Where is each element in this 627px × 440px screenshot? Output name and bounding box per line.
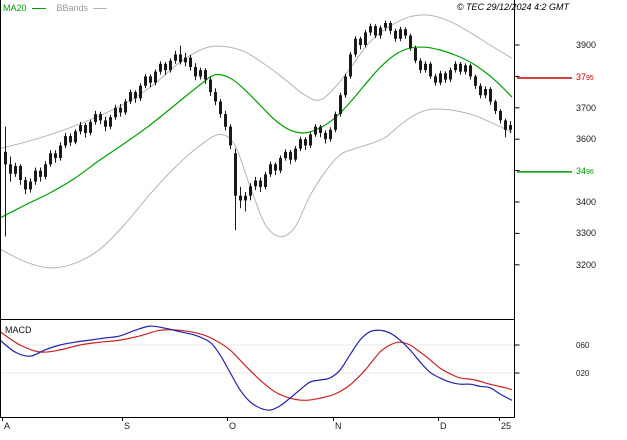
time-axis-label: A — [4, 421, 11, 431]
price-axis-label: 3200 — [576, 259, 597, 270]
macd-line — [1, 325, 513, 411]
ma20-legend-label: MA20 — [3, 3, 27, 13]
candlesticks — [4, 20, 512, 237]
bbands-legend-label: BBands — [56, 3, 89, 13]
macd-axis-label: 020 — [576, 369, 590, 378]
chart-legend: MA20 BBands — [3, 3, 113, 13]
macd-axis-label: 060 — [576, 341, 590, 350]
price-axis-label: 3700 — [576, 102, 597, 113]
time-axis-label: 25 — [501, 421, 512, 431]
resistance-price-label: 3795 — [576, 72, 594, 84]
macd-signal-line — [1, 329, 513, 401]
resistance-price-main: 37 — [576, 72, 587, 83]
price-axis-label: 3900 — [576, 40, 597, 50]
resistance-price-cents: 95 — [586, 75, 594, 83]
time-axis-label: S — [124, 421, 131, 431]
support-price-main: 34 — [576, 166, 587, 177]
ma20-line — [1, 46, 513, 219]
bb-upper-line — [1, 14, 513, 149]
bbands-legend-line — [93, 7, 108, 9]
price-axis-label: 3300 — [576, 228, 597, 239]
bollinger-bands — [1, 14, 513, 269]
ma20-legend-line — [31, 7, 46, 9]
candle-wicks — [5, 20, 511, 237]
macd-panel-label: MACD — [5, 325, 32, 335]
time-axis-label: N — [335, 421, 342, 431]
time-axis-label: O — [229, 421, 237, 431]
bb-lower-line — [1, 108, 513, 269]
price-axis-label: 3400 — [576, 197, 597, 207]
macd-gridlines — [1, 344, 514, 374]
price-level-markers — [517, 77, 572, 173]
price-axis-label: 3600 — [576, 134, 597, 145]
chart-frame — [0, 0, 520, 421]
support-price-cents: 96 — [586, 169, 594, 177]
support-price-label: 3496 — [576, 166, 594, 178]
copyright-text: © TEC 29/12/2024 4:2 GMT — [456, 2, 569, 12]
time-axis-label: D — [440, 421, 447, 431]
macd-curves — [1, 325, 513, 411]
